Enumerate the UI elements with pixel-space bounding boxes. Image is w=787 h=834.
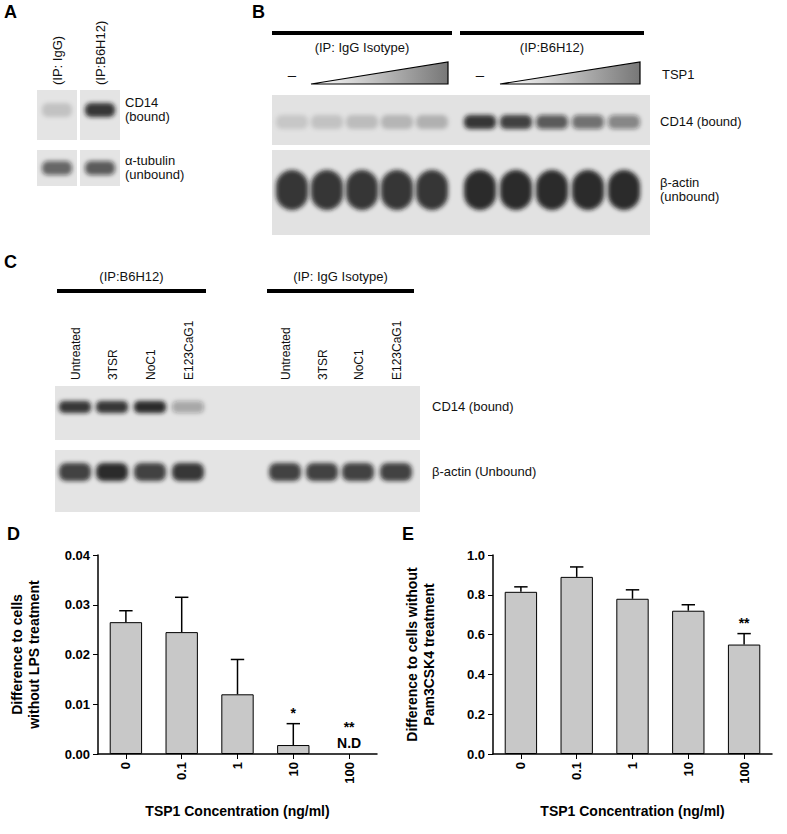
svg-text:–: –: [288, 66, 297, 83]
svg-text:α-tubulin(unbound): α-tubulin(unbound): [125, 153, 184, 183]
svg-text:CD14 (bound): CD14 (bound): [660, 114, 742, 129]
svg-text:0: 0: [118, 762, 133, 769]
svg-text:(IP: IgG): (IP: IgG): [50, 36, 65, 85]
svg-text:1: 1: [230, 762, 245, 769]
svg-text:100: 100: [342, 762, 357, 784]
svg-text:1: 1: [625, 762, 640, 769]
svg-text:3TSR: 3TSR: [106, 349, 120, 380]
svg-text:Pam3CSK4 treatment: Pam3CSK4 treatment: [421, 583, 437, 726]
svg-text:*: *: [291, 705, 297, 721]
svg-text:100: 100: [737, 762, 752, 784]
svg-text:3TSR: 3TSR: [316, 349, 330, 380]
svg-text:0.01: 0.01: [65, 697, 90, 712]
svg-text:0.8: 0.8: [467, 587, 485, 602]
svg-text:(IP: IgG Isotype): (IP: IgG Isotype): [293, 269, 388, 284]
svg-text:(IP:B6H12): (IP:B6H12): [93, 21, 108, 85]
svg-text:CD14(bound): CD14(bound): [125, 95, 170, 125]
svg-text:0.4: 0.4: [467, 667, 486, 682]
svg-text:1.0: 1.0: [467, 548, 485, 563]
svg-text:E123CaG1: E123CaG1: [390, 320, 404, 380]
svg-text:10: 10: [681, 762, 696, 776]
svg-text:D: D: [7, 524, 20, 544]
svg-text:0.1: 0.1: [174, 762, 189, 780]
svg-text:0.02: 0.02: [65, 647, 90, 662]
svg-text:Untreated: Untreated: [279, 327, 293, 380]
svg-text:**: **: [739, 615, 750, 631]
svg-text:Difference to cells: Difference to cells: [9, 594, 25, 715]
svg-text:0.00: 0.00: [65, 747, 90, 762]
svg-text:β-actin (Unbound): β-actin (Unbound): [432, 464, 536, 479]
svg-text:TSP1 Concentration (ng/ml): TSP1 Concentration (ng/ml): [540, 803, 724, 819]
svg-text:0.0: 0.0: [467, 747, 485, 762]
svg-text:0.1: 0.1: [569, 762, 584, 780]
svg-text:**: **: [344, 719, 355, 735]
svg-text:–: –: [476, 66, 485, 83]
svg-text:0.03: 0.03: [65, 597, 90, 612]
svg-text:0.04: 0.04: [65, 548, 91, 563]
svg-text:A: A: [4, 2, 17, 22]
svg-text:Difference to cells without: Difference to cells without: [404, 567, 420, 742]
svg-text:Untreated: Untreated: [69, 327, 83, 380]
svg-text:C: C: [4, 252, 17, 272]
svg-text:β-actin(unbound): β-actin(unbound): [660, 175, 719, 205]
svg-text:0.2: 0.2: [467, 707, 485, 722]
svg-text:CD14 (bound): CD14 (bound): [432, 399, 514, 414]
svg-text:NoC1: NoC1: [352, 349, 366, 380]
svg-text:N.D: N.D: [337, 735, 361, 751]
svg-text:(IP:B6H12): (IP:B6H12): [99, 269, 163, 284]
svg-text:B: B: [252, 2, 265, 22]
svg-text:E: E: [402, 524, 414, 544]
svg-text:without LPS treatment: without LPS treatment: [26, 580, 42, 730]
svg-text:TSP1 Concentration (ng/ml): TSP1 Concentration (ng/ml): [145, 803, 329, 819]
svg-text:(IP:B6H12): (IP:B6H12): [520, 40, 584, 55]
svg-text:0.6: 0.6: [467, 627, 485, 642]
svg-text:TSP1: TSP1: [662, 67, 695, 82]
svg-text:10: 10: [286, 762, 301, 776]
svg-text:NoC1: NoC1: [144, 349, 158, 380]
svg-text:0: 0: [513, 762, 528, 769]
svg-text:(IP: IgG Isotype): (IP: IgG Isotype): [315, 40, 410, 55]
svg-text:E123CaG1: E123CaG1: [182, 320, 196, 380]
